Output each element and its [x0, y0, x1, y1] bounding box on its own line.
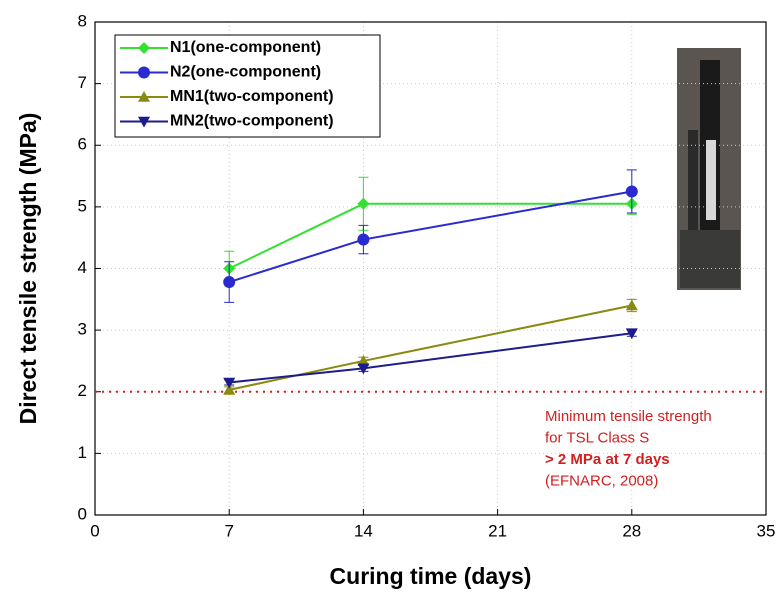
marker	[138, 91, 150, 102]
marker	[138, 116, 150, 128]
annotation: (EFNARC, 2008)	[545, 472, 658, 489]
y-tick-label: 2	[78, 381, 87, 400]
marker	[625, 185, 638, 198]
x-tick-label: 21	[488, 521, 507, 540]
annotation: Minimum tensile strength	[545, 408, 712, 425]
marker	[625, 328, 638, 340]
y-tick-label: 8	[78, 11, 87, 30]
y-tick-label: 3	[78, 320, 87, 339]
legend: N1(one-component) N2(one-component) MN1(tw…	[114, 34, 381, 138]
x-tick-label: 35	[757, 521, 776, 540]
marker	[625, 299, 638, 311]
series	[223, 176, 638, 287]
series	[223, 298, 638, 395]
x-tick-label: 28	[622, 521, 641, 540]
legend-label: MN2(two-component)	[170, 113, 334, 130]
marker	[357, 197, 370, 210]
marker	[357, 363, 370, 375]
y-tick-label: 4	[78, 258, 87, 277]
series	[223, 169, 638, 303]
x-tick-label: 14	[354, 521, 373, 540]
legend-box	[114, 34, 381, 138]
legend-label: N2(one-component)	[170, 64, 321, 81]
line	[228, 202, 632, 270]
y-tick-label: 6	[78, 135, 87, 154]
x-tick-label: 0	[90, 521, 99, 540]
y-tick-label: 5	[78, 196, 87, 215]
line	[228, 304, 633, 391]
marker	[357, 354, 370, 366]
x-axis-label: Curing time (days)	[330, 563, 532, 589]
marker	[357, 233, 370, 246]
y-axis-label: Direct tensile strength (MPa)	[15, 113, 41, 425]
legend-label: MN1(two-component)	[170, 88, 334, 105]
annotation: for TSL Class S	[545, 429, 649, 446]
marker	[138, 42, 150, 54]
x-tick-label: 7	[224, 521, 233, 540]
marker	[223, 383, 236, 395]
series	[223, 328, 638, 389]
photo-inset	[677, 48, 741, 290]
marker	[223, 276, 236, 289]
y-tick-label: 0	[78, 504, 87, 523]
annotation: > 2 MPa at 7 days	[545, 451, 670, 468]
line	[229, 332, 632, 384]
y-tick-label: 1	[78, 443, 87, 462]
plot-frame	[94, 21, 767, 516]
marker	[138, 66, 150, 79]
legend-label: N1(one-component)	[170, 39, 321, 56]
marker	[223, 377, 236, 389]
y-tick-label: 7	[78, 73, 87, 92]
